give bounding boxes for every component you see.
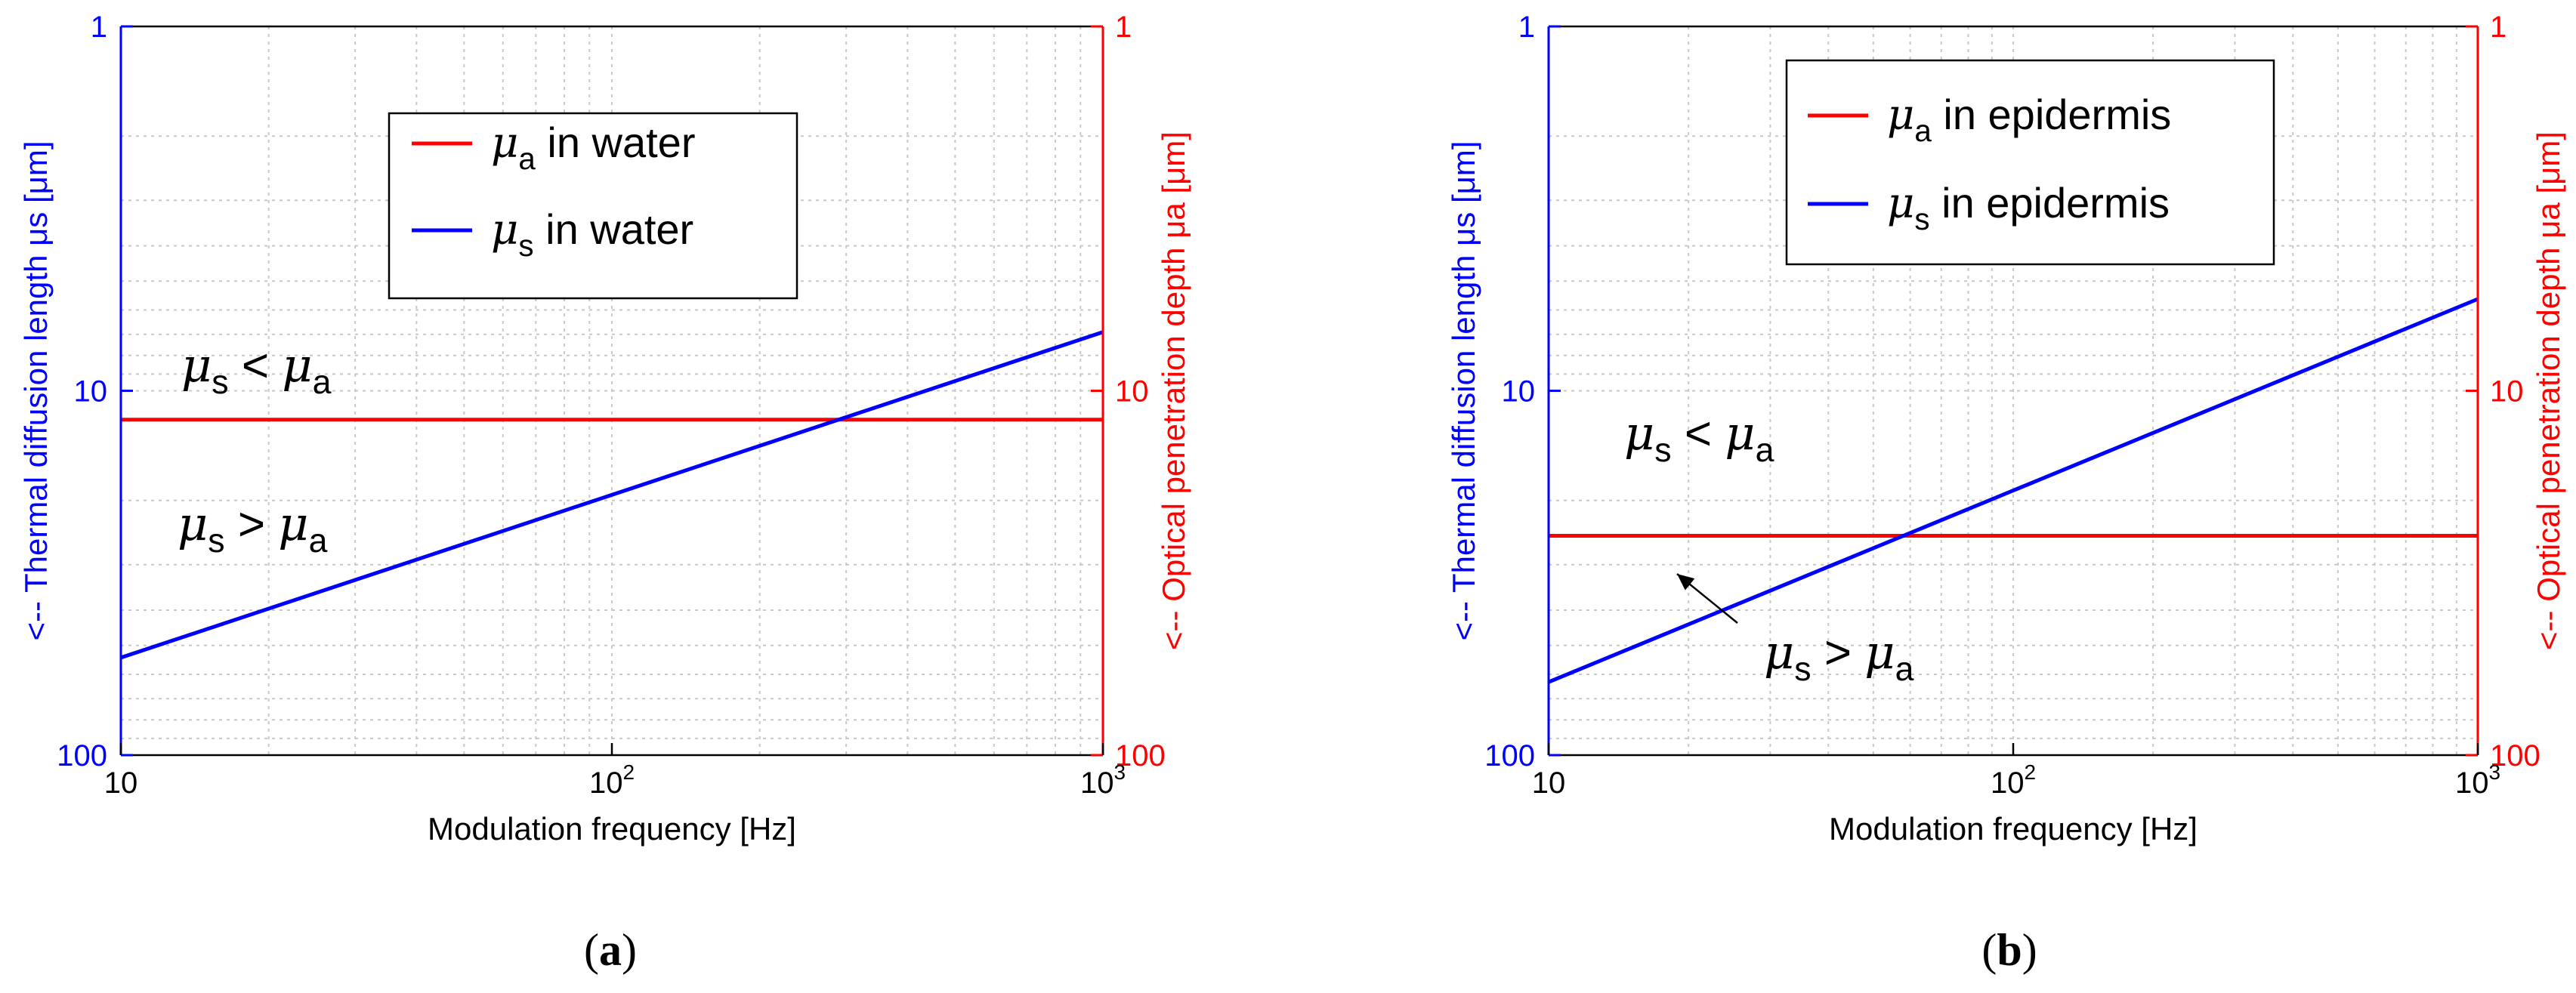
legend-entry-label: μs in water — [491, 205, 693, 263]
series-line-mu-s — [1548, 297, 2479, 684]
x-axis-title: Modulation frequency [Hz] — [1829, 811, 2198, 847]
legend: μa in water μs in water — [388, 112, 798, 300]
y-tick-label-right: 1 — [1115, 11, 1132, 44]
y-tick-label-right: 10 — [2490, 375, 2524, 409]
y-tick-label-left: 100 — [57, 739, 107, 773]
y-tick-label-left: 100 — [1484, 739, 1535, 773]
panel-label: (b) — [1981, 925, 2037, 975]
annotation-text: μs < μa — [1624, 406, 1774, 469]
y-tick-label-left: 1 — [91, 11, 107, 44]
y-tick-label-left: 10 — [74, 375, 108, 409]
y-axis-title-right: <-- Optical penetration depth μa [μm] — [2531, 131, 2566, 650]
y-axis-title-left: <-- Thermal diffusion length μs [μm] — [18, 141, 54, 641]
legend-box — [1785, 59, 2275, 266]
y-tick-label-right: 1 — [2490, 11, 2507, 44]
y-tick-label-right: 10 — [1115, 375, 1149, 409]
y-axis-title-left: <-- Thermal diffusion length μs [μm] — [1446, 141, 1481, 641]
annotation-text: μs > μa — [1764, 624, 1914, 688]
arrow-head — [1677, 574, 1695, 591]
x-tick-label: 10 — [1532, 766, 1566, 800]
x-tick-label: 102 — [589, 760, 635, 800]
x-tick-label: 103 — [2455, 760, 2500, 800]
y-axis-title-right: <-- Optical penetration depth μa [μm] — [1156, 131, 1191, 650]
y-tick-label-left: 1 — [1518, 11, 1535, 44]
legend-entry-label: μa in epidermis — [1887, 91, 2171, 148]
panel-label: (a) — [584, 925, 637, 975]
x-axis-title: Modulation frequency [Hz] — [428, 811, 796, 847]
y-tick-label-right: 100 — [1115, 739, 1166, 773]
annotation-text: μs > μa — [178, 496, 328, 560]
legend: μa in epidermis μs in epidermis — [1785, 59, 2275, 266]
series-line-mu-s — [120, 330, 1104, 660]
legend-entry-label: μa in water — [491, 119, 695, 176]
x-tick-label: 10 — [104, 766, 138, 800]
x-tick-label: 103 — [1080, 760, 1126, 800]
annotation-text: μs < μa — [181, 338, 332, 401]
legend-entry-label: μs in epidermis — [1887, 179, 2170, 236]
x-tick-label: 102 — [1991, 760, 2036, 800]
y-tick-label-right: 100 — [2490, 739, 2540, 773]
y-tick-label-left: 10 — [1502, 375, 1536, 409]
